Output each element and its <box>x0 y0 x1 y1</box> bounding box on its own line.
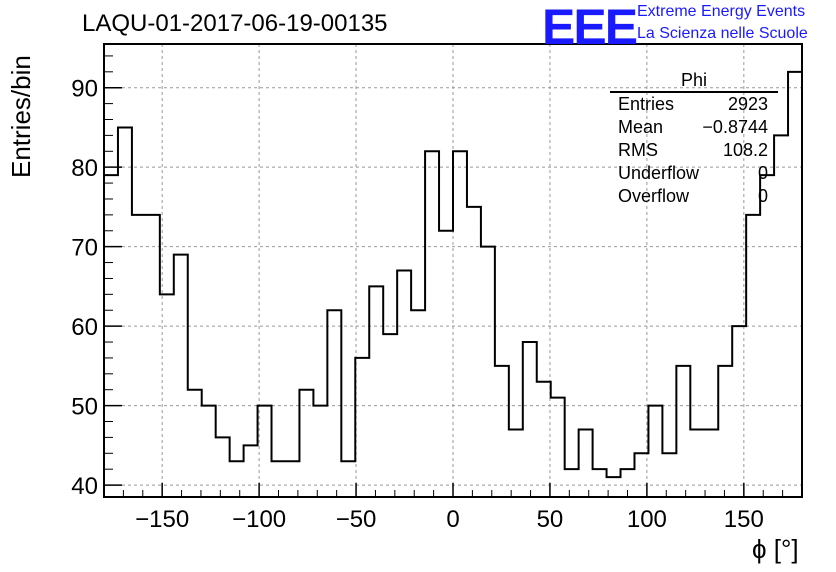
x-tick-label: 0 <box>446 506 459 533</box>
stats-value: 108.2 <box>722 140 768 160</box>
chart-title: LAQU-01-2017-06-19-00135 <box>82 10 388 37</box>
stats-row-rms: RMS 108.2 <box>610 139 778 162</box>
stats-value: 0 <box>757 163 768 183</box>
stats-label: Overflow <box>618 186 690 206</box>
y-tick-label: 50 <box>71 394 98 421</box>
x-tick-label: −150 <box>135 506 189 533</box>
stats-row-entries: Entries 2923 <box>610 93 778 116</box>
stats-value: −0.8744 <box>702 117 768 137</box>
y-axis: 40 50 60 70 80 90 <box>71 55 122 500</box>
stats-value: 0 <box>757 186 768 206</box>
y-tick-label: 80 <box>71 155 98 182</box>
x-tick-label: −50 <box>336 506 377 533</box>
x-tick-label: −100 <box>232 506 286 533</box>
x-axis: −150 −100 −50 0 50 100 150 <box>122 483 784 533</box>
x-tick-label: 50 <box>537 506 564 533</box>
stats-value: 2923 <box>727 94 768 114</box>
eee-logo: EEE <box>542 0 638 55</box>
x-tick-label: 100 <box>627 506 667 533</box>
stats-box: Phi Entries 2923 Mean −0.8744 RMS 108.2 Und… <box>610 70 778 208</box>
x-axis-label: ϕ [°] <box>752 534 799 564</box>
stats-row-overflow: Overflow 0 <box>610 185 778 208</box>
stats-title: Phi <box>610 70 778 93</box>
stats-label: Underflow <box>618 163 700 183</box>
y-tick-label: 90 <box>71 76 98 103</box>
y-tick-label: 60 <box>71 314 98 341</box>
stats-label: RMS <box>618 140 658 160</box>
stats-row-mean: Mean −0.8744 <box>610 116 778 139</box>
x-tick-label: 150 <box>724 506 764 533</box>
stats-label: Entries <box>618 94 675 114</box>
stats-label: Mean <box>618 117 664 137</box>
stats-row-underflow: Underflow 0 <box>610 162 778 185</box>
logo-tagline-2: La Scienza nelle Scuole <box>637 25 808 42</box>
y-tick-label: 70 <box>71 235 98 262</box>
logo-tagline-1: Extreme Energy Events <box>637 3 806 20</box>
y-axis-label: Entries/bin <box>6 55 36 178</box>
histogram-line <box>104 70 802 479</box>
y-tick-label: 40 <box>71 473 98 500</box>
